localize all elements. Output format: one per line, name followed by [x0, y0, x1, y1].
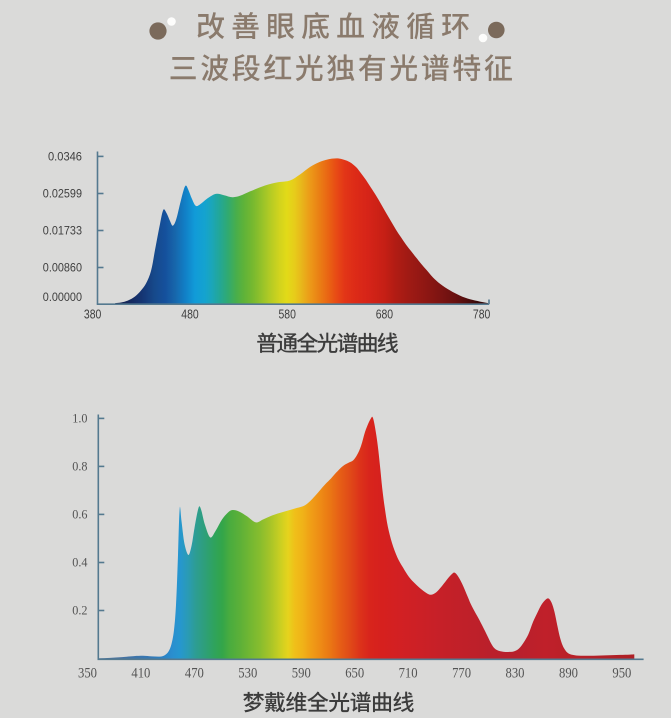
svg-text:590: 590 [292, 665, 311, 682]
svg-text:710: 710 [399, 665, 418, 682]
svg-text:890: 890 [559, 665, 578, 682]
svg-text:0.4: 0.4 [72, 556, 87, 570]
svg-text:780: 780 [473, 307, 490, 322]
svg-text:470: 470 [185, 665, 204, 682]
svg-text:0.2: 0.2 [72, 604, 87, 618]
svg-text:1.0: 1.0 [72, 412, 87, 426]
svg-text:350: 350 [78, 665, 97, 682]
svg-text:0.00000: 0.00000 [43, 290, 83, 304]
svg-text:380: 380 [84, 307, 101, 322]
svg-text:580: 580 [279, 307, 296, 322]
svg-text:0.6: 0.6 [72, 508, 87, 522]
svg-text:530: 530 [238, 665, 257, 682]
svg-text:410: 410 [131, 665, 150, 682]
svg-text:0.0346: 0.0346 [48, 150, 82, 164]
svg-text:770: 770 [452, 665, 471, 682]
svg-text:0.02599: 0.02599 [43, 187, 82, 201]
svg-text:650: 650 [345, 665, 364, 682]
svg-text:950: 950 [612, 665, 631, 682]
svg-text:480: 480 [181, 307, 198, 322]
svg-text:830: 830 [506, 665, 525, 682]
svg-text:0.00860: 0.00860 [43, 261, 83, 275]
svg-text:0.8: 0.8 [72, 460, 87, 474]
svg-text:680: 680 [376, 307, 393, 322]
svg-text:0.01733: 0.01733 [43, 224, 83, 238]
